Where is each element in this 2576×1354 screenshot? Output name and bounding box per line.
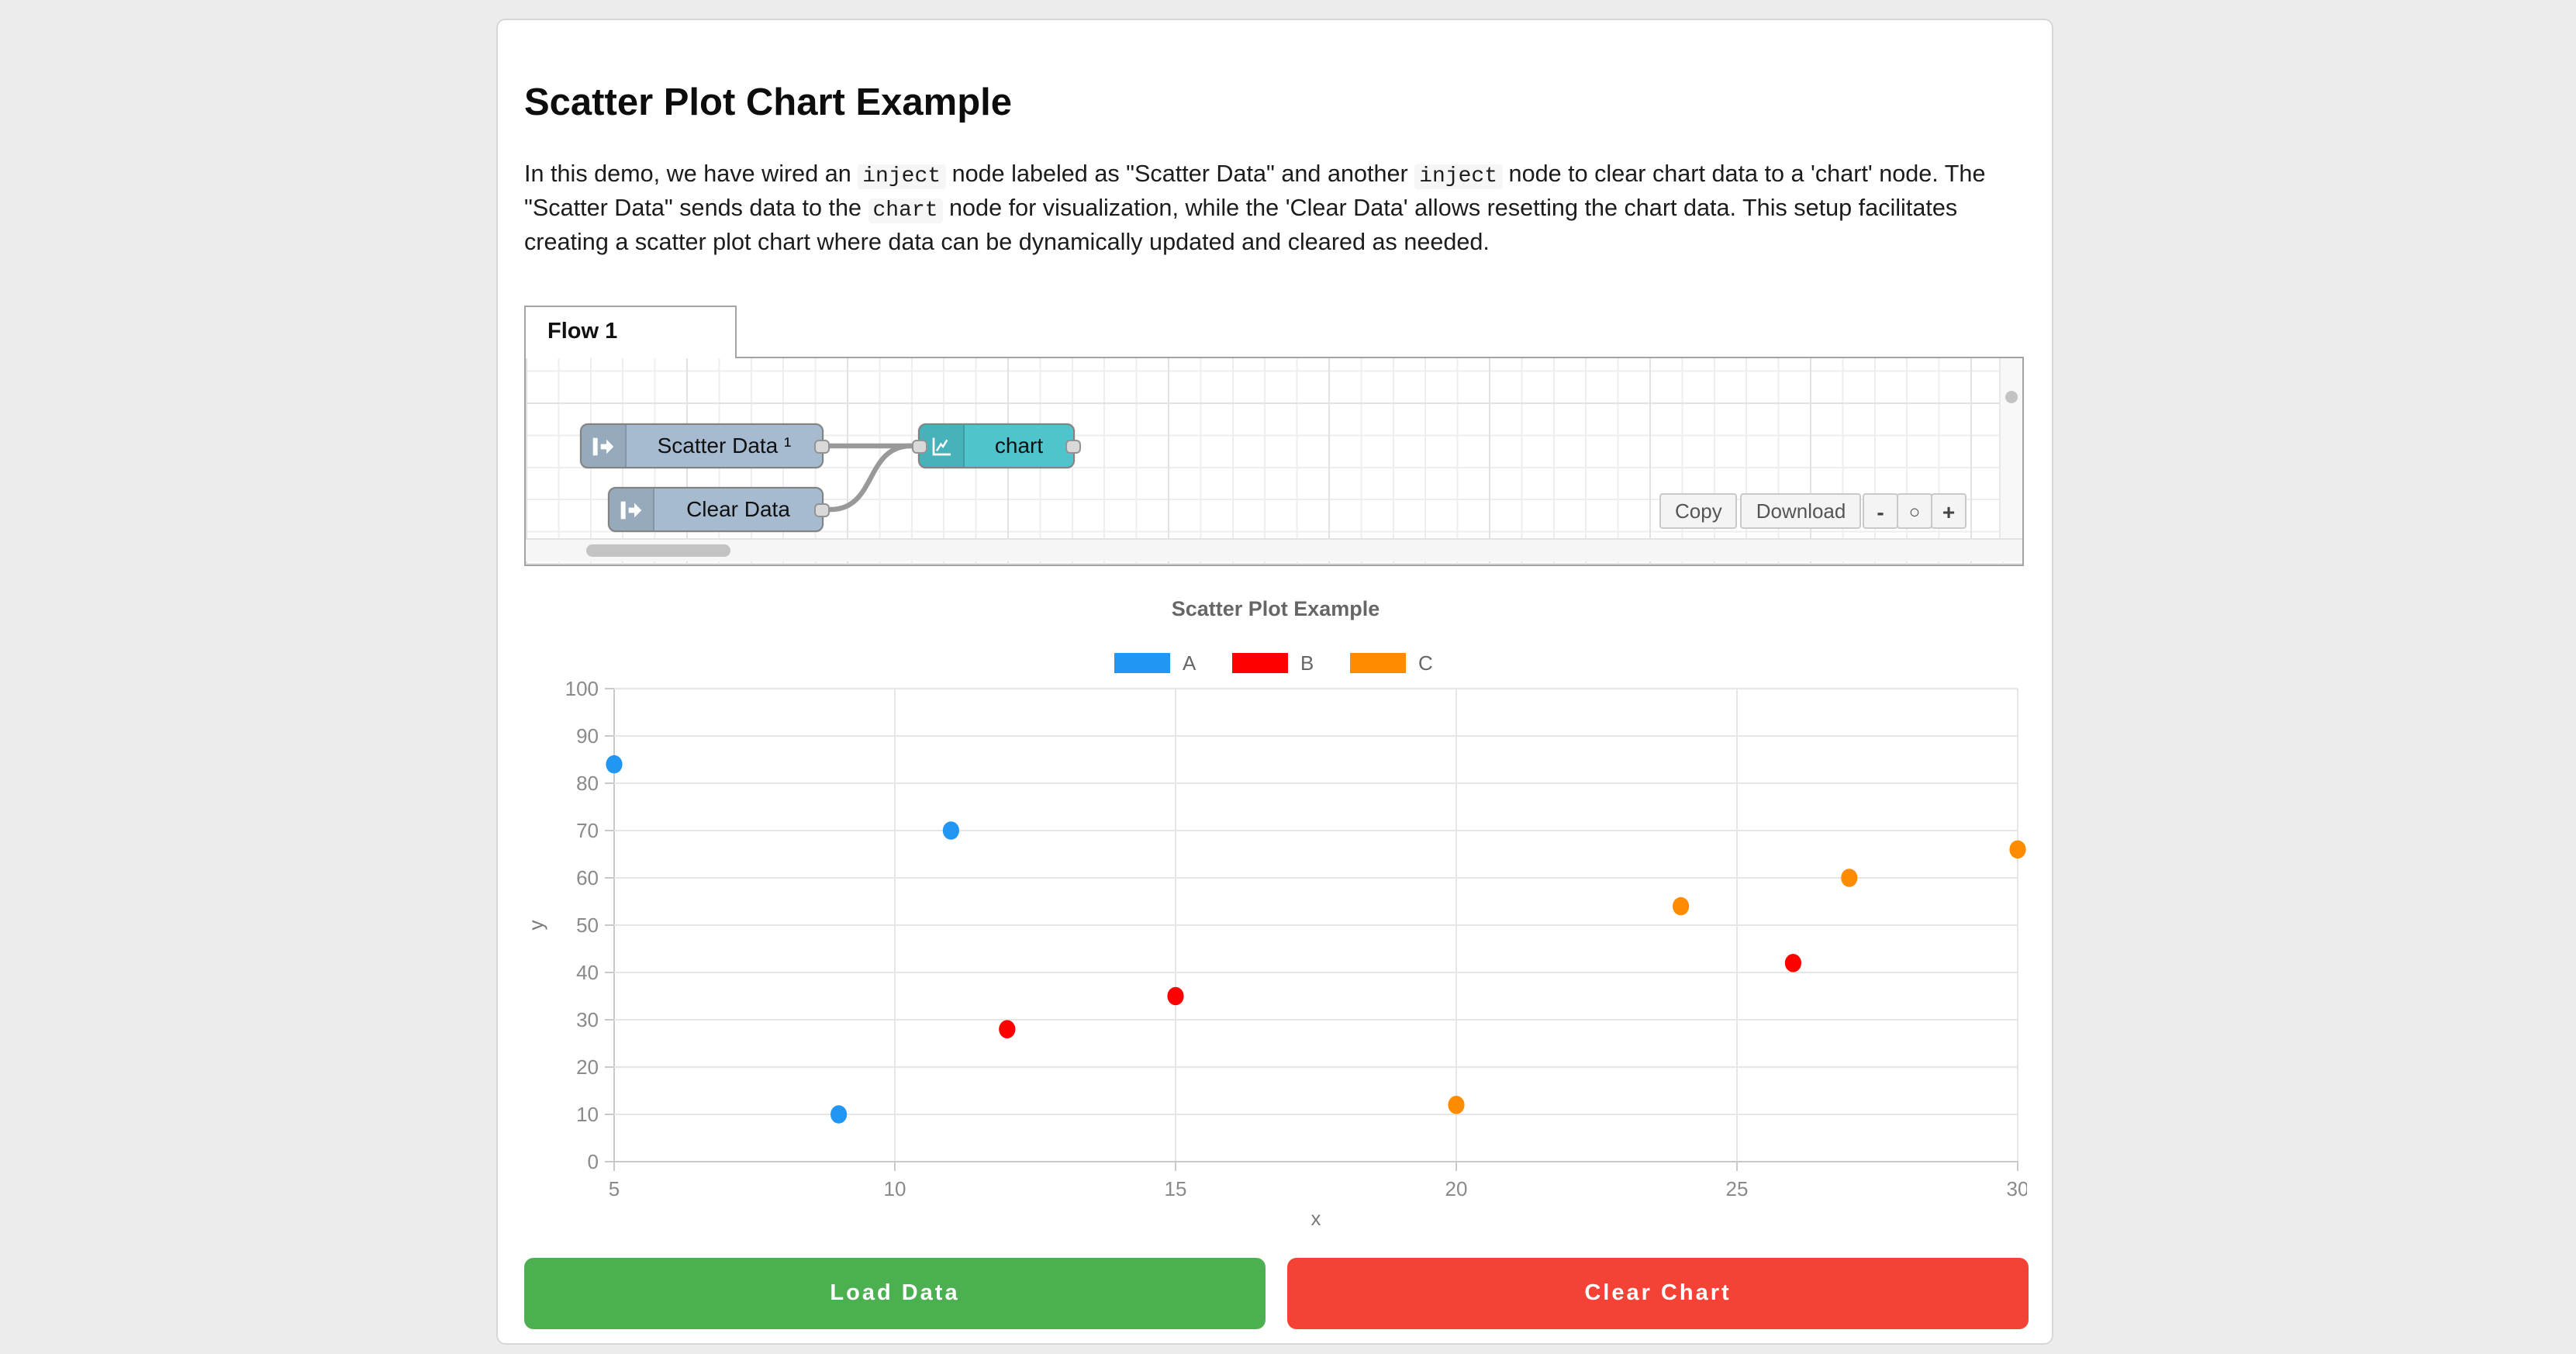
flow-canvas[interactable]: Copy Download - ○ + Scatter Data ¹ Clear Da… bbox=[524, 357, 2024, 566]
intro-text: node to clear chart data to a 'chart' no… bbox=[524, 161, 1986, 222]
node-label: Clear Data bbox=[686, 496, 790, 521]
inject-arrow-icon bbox=[609, 489, 654, 530]
x-tick-label: 30 bbox=[2007, 1177, 2027, 1200]
intro-text: node labeled as "Scatter Data" and anoth… bbox=[945, 161, 1415, 188]
y-tick-label: 40 bbox=[576, 961, 599, 984]
point-C bbox=[1448, 1096, 1465, 1114]
zoom-controls: - ○ + bbox=[1863, 493, 1967, 529]
node-output-port[interactable] bbox=[814, 503, 830, 516]
inline-code: inject bbox=[858, 164, 946, 189]
x-tick-label: 15 bbox=[1165, 1177, 1187, 1200]
horizontal-scrollbar-thumb[interactable] bbox=[586, 544, 730, 557]
flow-tab-label: Flow 1 bbox=[547, 320, 618, 344]
legend-swatch-C[interactable] bbox=[1350, 653, 1406, 673]
node-label: Scatter Data ¹ bbox=[657, 433, 792, 458]
download-button[interactable]: Download bbox=[1740, 493, 1862, 529]
node-input-port[interactable] bbox=[912, 439, 927, 453]
horizontal-scrollbar[interactable] bbox=[526, 538, 2022, 561]
point-B bbox=[1167, 986, 1184, 1006]
flow-wires bbox=[827, 443, 914, 513]
y-tick-label: 70 bbox=[576, 819, 599, 842]
inject-arrow-icon bbox=[582, 425, 627, 467]
intro-text: node for visualization, while the 'Clear… bbox=[524, 195, 1958, 256]
scatter-chart: 5 10 15 20 25 30 0 10 20 30 40 50 60 70 80 90 100 x y Scatt… bbox=[524, 597, 2027, 1230]
clear-chart-button[interactable]: Clear Chart bbox=[1287, 1258, 2029, 1329]
load-data-button[interactable]: Load Data bbox=[524, 1258, 1266, 1329]
flow-toolbar: Copy Download bbox=[1659, 493, 1862, 529]
page-title: Scatter Plot Chart Example bbox=[524, 82, 1013, 124]
y-tick-label: 90 bbox=[576, 724, 599, 748]
y-axis-title: y bbox=[524, 921, 547, 931]
flow-node-scatter[interactable]: Scatter Data ¹ bbox=[580, 423, 830, 468]
y-tick-label: 60 bbox=[576, 866, 599, 889]
y-tick-label: 0 bbox=[588, 1150, 599, 1173]
point-A bbox=[606, 755, 623, 774]
node-output-port[interactable] bbox=[814, 439, 830, 453]
point-C bbox=[2009, 840, 2026, 859]
node-output-port[interactable] bbox=[1065, 439, 1081, 453]
x-tick-label: 25 bbox=[1726, 1177, 1749, 1200]
y-tick-label: 30 bbox=[576, 1008, 599, 1031]
x-axis-title: x bbox=[1311, 1207, 1321, 1230]
vertical-scrollbar[interactable] bbox=[1999, 358, 2022, 538]
flow-node-chartnode[interactable]: chart bbox=[912, 423, 1081, 468]
y-tick-label: 10 bbox=[576, 1103, 599, 1126]
legend-label-A[interactable]: A bbox=[1183, 651, 1196, 675]
flow-tab[interactable]: Flow 1 bbox=[524, 306, 737, 358]
vertical-scrollbar-thumb[interactable] bbox=[2005, 391, 2018, 403]
legend-label-B[interactable]: B bbox=[1300, 651, 1314, 675]
copy-button[interactable]: Copy bbox=[1659, 493, 1738, 529]
point-C bbox=[1673, 896, 1690, 916]
zoom-in-button[interactable]: + bbox=[1931, 493, 1967, 529]
x-tick-label: 20 bbox=[1445, 1177, 1468, 1200]
x-tick-label: 5 bbox=[609, 1177, 620, 1200]
flow-node-clear[interactable]: Clear Data bbox=[608, 487, 830, 532]
zoom-out-button[interactable]: - bbox=[1863, 493, 1898, 529]
y-tick-label: 100 bbox=[565, 677, 599, 700]
point-B bbox=[999, 1020, 1016, 1038]
point-A bbox=[942, 821, 959, 840]
content-card: Scatter Plot Chart Example In this demo,… bbox=[496, 19, 2053, 1345]
inline-code: chart bbox=[868, 198, 943, 223]
node-label: chart bbox=[994, 433, 1044, 458]
legend-label-C[interactable]: C bbox=[1418, 651, 1433, 675]
intro-text: In this demo, we have wired an bbox=[524, 161, 858, 188]
y-tick-label: 80 bbox=[576, 772, 599, 795]
y-tick-label: 50 bbox=[576, 914, 599, 937]
intro-paragraph: In this demo, we have wired an inject no… bbox=[524, 160, 2032, 258]
inline-code: inject bbox=[1414, 164, 1503, 189]
point-C bbox=[1841, 869, 1858, 887]
x-tick-label: 10 bbox=[884, 1177, 906, 1200]
chart-title: Scatter Plot Example bbox=[1172, 597, 1380, 620]
zoom-reset-button[interactable]: ○ bbox=[1897, 493, 1932, 529]
legend-swatch-B[interactable] bbox=[1232, 653, 1288, 673]
wire[interactable] bbox=[827, 443, 914, 513]
legend-swatch-A[interactable] bbox=[1114, 653, 1170, 673]
point-A bbox=[830, 1105, 848, 1124]
point-B bbox=[1784, 954, 1801, 972]
y-tick-label: 20 bbox=[576, 1055, 599, 1079]
